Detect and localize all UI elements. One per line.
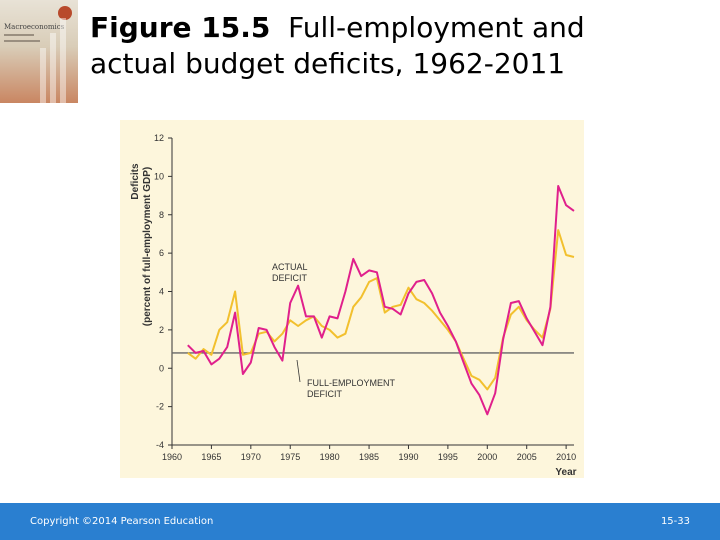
y-tick-label: 2 xyxy=(159,325,164,335)
copyright-text: Copyright ©2014 Pearson Education xyxy=(30,516,214,527)
y-axis-title: Deficits xyxy=(130,163,141,200)
actual-deficit-line xyxy=(187,185,575,416)
x-axis-title: Year xyxy=(555,467,576,478)
book-cover: Macroeconomics xyxy=(0,0,78,103)
x-tick-label: 1960 xyxy=(162,452,182,462)
figure-number: Figure 15.5 xyxy=(90,11,271,44)
x-tick-label: 2005 xyxy=(517,452,537,462)
cover-text-line xyxy=(4,40,40,42)
page-number: 15-33 xyxy=(660,516,690,527)
y-tick-label: 10 xyxy=(154,171,164,181)
cover-art xyxy=(50,33,56,103)
y-tick-label: 8 xyxy=(159,210,164,220)
title-line-1: Full-employment and xyxy=(288,11,585,44)
x-tick-label: 2000 xyxy=(477,452,497,462)
y-tick-label: 4 xyxy=(159,287,164,297)
full_employment-deficit-line xyxy=(187,229,575,391)
x-tick-label: 2010 xyxy=(556,452,576,462)
footer-bar: Copyright ©2014 Pearson Education 15-33 xyxy=(0,503,720,540)
x-tick-label: 1985 xyxy=(359,452,379,462)
full-employment-deficit-label: DEFICIT xyxy=(307,389,343,399)
x-tick-label: 1995 xyxy=(438,452,458,462)
y-tick-label: 12 xyxy=(154,133,164,143)
title-line-2: actual budget deficits, 1962-2011 xyxy=(90,47,566,80)
cover-badge-icon xyxy=(58,6,72,20)
slide-title: Figure 15.5 Full-employment and actual b… xyxy=(90,10,585,82)
x-tick-label: 1970 xyxy=(241,452,261,462)
x-tick-label: 1975 xyxy=(280,452,300,462)
y-tick-label: 0 xyxy=(159,363,164,373)
cover-title: Macroeconomics xyxy=(4,23,65,31)
cover-text-line xyxy=(4,34,34,36)
deficit-chart: -4 -2 0 2 4 6 8 10 12 1960 1965 1970 1975 1980 1985 199… xyxy=(130,133,577,478)
actual-deficit-label: DEFICIT xyxy=(272,273,308,283)
y-tick-label: -2 xyxy=(156,402,164,412)
x-tick-label: 1965 xyxy=(201,452,221,462)
cover-art xyxy=(60,18,66,103)
x-tick-label: 1990 xyxy=(398,452,418,462)
chart-panel: -4 -2 0 2 4 6 8 10 12 1960 1965 1970 1975 1980 1985 199… xyxy=(120,120,584,478)
annotation-pointer xyxy=(296,359,301,383)
actual-deficit-label: ACTUAL xyxy=(272,262,308,272)
y-tick-label: -4 xyxy=(156,440,164,450)
y-tick-label: 6 xyxy=(159,248,164,258)
full-employment-deficit-label: FULL-EMPLOYMENT xyxy=(307,378,396,388)
y-axis-subtitle: (percent of full-employment GDP) xyxy=(142,167,153,326)
x-tick-label: 1980 xyxy=(320,452,340,462)
cover-art xyxy=(40,48,46,103)
